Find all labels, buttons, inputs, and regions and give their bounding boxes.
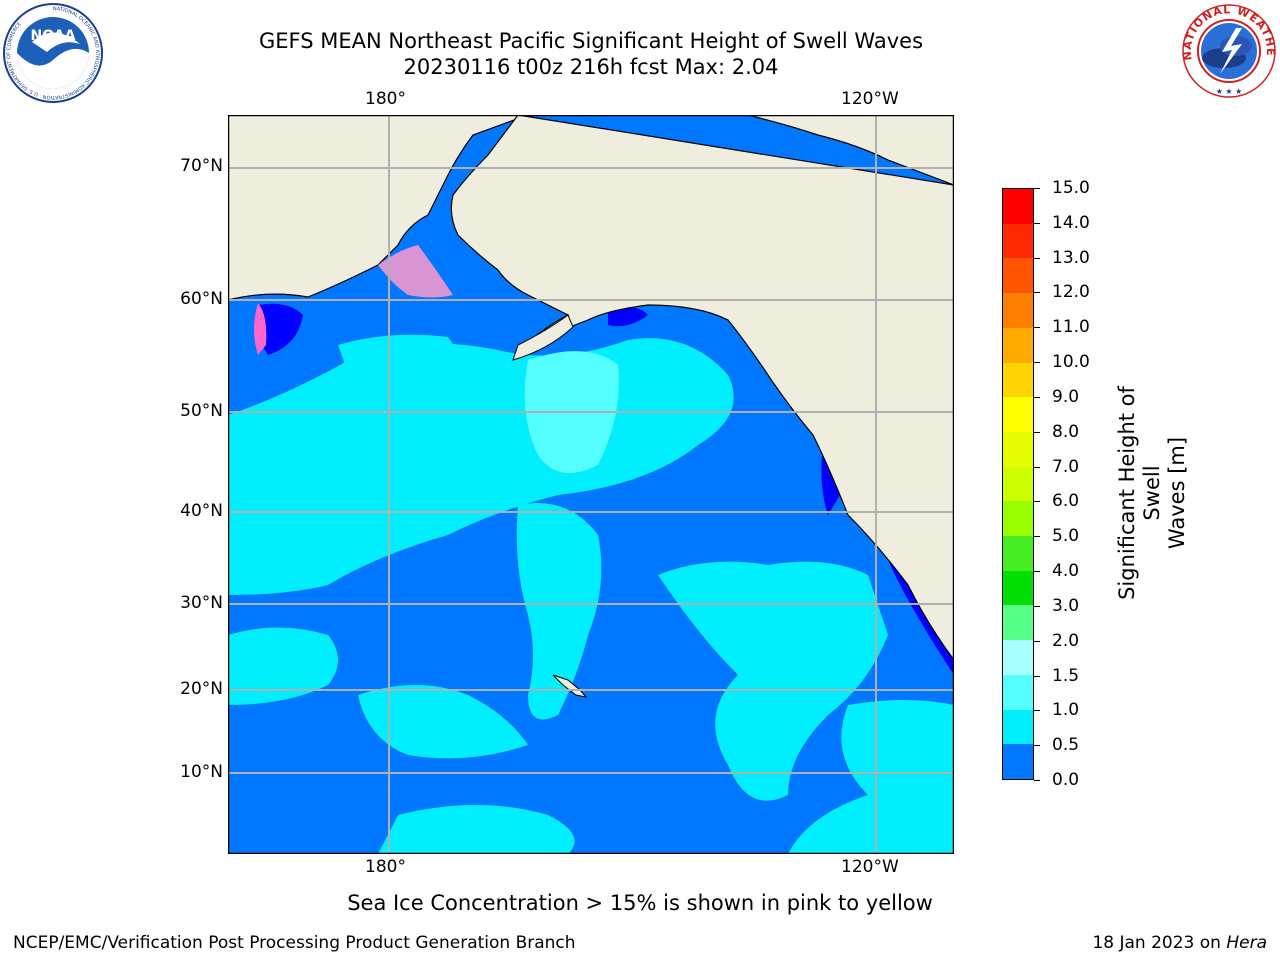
colorbar-cell <box>1003 640 1033 675</box>
colorbar-tick <box>1034 536 1040 538</box>
colorbar-tick <box>1034 257 1040 259</box>
land-north-america <box>450 115 954 662</box>
colorbar-tick-label: 14.0 <box>1052 212 1090 233</box>
land-hawaii <box>552 674 588 698</box>
chart-subtitle: 20230116 t00z 216h fcst Max: 2.04 <box>403 55 779 79</box>
colorbar-tick <box>1034 396 1040 398</box>
footer-machine: Hera <box>1226 933 1267 953</box>
colorbar-cell <box>1003 431 1033 467</box>
colorbar-cell <box>1003 674 1033 710</box>
colorbar-cell <box>1003 536 1033 571</box>
nws-logo: NATIONAL WEATHER SERVICE ★ ★ ★ <box>1178 0 1276 98</box>
colorbar-tick-label: 3.0 <box>1052 595 1080 616</box>
colorbar-tick-label: 15.0 <box>1052 178 1090 198</box>
colorbar-cell <box>1003 293 1033 328</box>
lon-label-bottom-120w: 120°W <box>841 857 899 877</box>
graticule <box>228 115 954 854</box>
colorbar-cell <box>1003 501 1033 537</box>
noaa-logo-text: NOAA <box>31 28 76 44</box>
colorbar-tick <box>1034 501 1040 503</box>
colorbar-tick <box>1034 780 1040 781</box>
colorbar-tick-label: 8.0 <box>1052 421 1080 442</box>
footer-right: 18 Jan 2023 on Hera <box>1092 933 1267 953</box>
colorbar-tick <box>1034 640 1040 642</box>
colorbar-cell <box>1003 223 1033 259</box>
sea-ice-west <box>254 303 267 355</box>
lat-label-60n: 60°N <box>180 289 223 309</box>
colorbar-title-line1: Significant Height of Swell <box>1115 386 1164 600</box>
lat-label-70n: 70°N <box>180 156 223 176</box>
sea-ice-bering <box>378 245 453 298</box>
colorbar-tick-label: 1.0 <box>1052 700 1080 721</box>
sea-ice-note: Sea Ice Concentration > 15% is shown in … <box>347 891 933 915</box>
map-panel <box>228 115 954 854</box>
colorbar-tick <box>1034 466 1040 468</box>
lon-label-bottom-180: 180° <box>365 857 406 877</box>
colorbar-cell <box>1003 744 1033 779</box>
footer-left: NCEP/EMC/Verification Post Processing Pr… <box>13 933 576 953</box>
lat-label-40n: 40°N <box>180 501 223 521</box>
colorbar-tick <box>1034 292 1040 294</box>
footer-date: 18 Jan 2023 on <box>1092 933 1227 953</box>
svg-text:★ ★ ★: ★ ★ ★ <box>1216 87 1243 96</box>
colorbar-tick <box>1034 605 1040 607</box>
chart-title: GEFS MEAN Northeast Pacific Significant … <box>258 29 924 53</box>
colorbar-tick <box>1034 431 1040 433</box>
map-frame <box>228 115 954 854</box>
colorbar-tick-label: 10.0 <box>1052 352 1090 373</box>
colorbar-tick-label: 2.0 <box>1052 630 1080 651</box>
colorbar-tick-label: 9.0 <box>1052 386 1080 407</box>
colorbar-tick-label: 12.0 <box>1052 282 1090 303</box>
colorbar-title: Significant Height of Swell Waves [m] <box>1115 363 1189 623</box>
colorbar-cell <box>1003 397 1033 432</box>
colorbar-tick <box>1034 745 1040 747</box>
colorbar-tick <box>1034 327 1040 329</box>
lat-label-30n: 30°N <box>180 593 223 613</box>
colorbar-tick-label: 0.5 <box>1052 735 1080 756</box>
colorbar-cell <box>1003 189 1033 224</box>
colorbar-cell <box>1003 466 1033 502</box>
lon-label-top-120w: 120°W <box>841 89 899 109</box>
lat-label-20n: 20°N <box>180 679 223 699</box>
colorbar-cell <box>1003 362 1033 398</box>
colorbar-tick <box>1034 710 1040 712</box>
colorbar-tick-label: 5.0 <box>1052 526 1080 547</box>
land-alaska-peninsula <box>512 314 574 361</box>
colorbar-tick <box>1034 362 1040 364</box>
colorbar-cell <box>1003 709 1033 745</box>
colorbar-tick-label: 4.0 <box>1052 561 1080 582</box>
colorbar-tick <box>1034 571 1040 573</box>
colorbar-tick-label: 1.5 <box>1052 665 1080 686</box>
colorbar-tick-label: 13.0 <box>1052 247 1090 268</box>
colorbar-cell <box>1003 605 1033 641</box>
lat-label-50n: 50°N <box>180 401 223 421</box>
noaa-logo: NOAA NATIONAL OCEANIC AND ATMOSPHERIC AD… <box>3 3 103 103</box>
colorbar-tick-label: 7.0 <box>1052 456 1080 477</box>
lat-label-10n: 10°N <box>180 762 223 782</box>
colorbar-tick-label: 11.0 <box>1052 317 1090 338</box>
colorbar-tick <box>1034 675 1040 677</box>
lon-label-top-180: 180° <box>365 89 406 109</box>
colorbar-title-line2: Waves [m] <box>1165 436 1189 550</box>
colorbar-cell <box>1003 327 1033 363</box>
colorbar-tick <box>1034 188 1040 189</box>
colorbar <box>1002 188 1034 780</box>
colorbar-cell <box>1003 570 1033 606</box>
colorbar-tick-label: 0.0 <box>1052 770 1080 790</box>
colorbar-tick <box>1034 222 1040 224</box>
colorbar-tick-label: 6.0 <box>1052 491 1080 512</box>
colorbar-cell <box>1003 258 1033 294</box>
